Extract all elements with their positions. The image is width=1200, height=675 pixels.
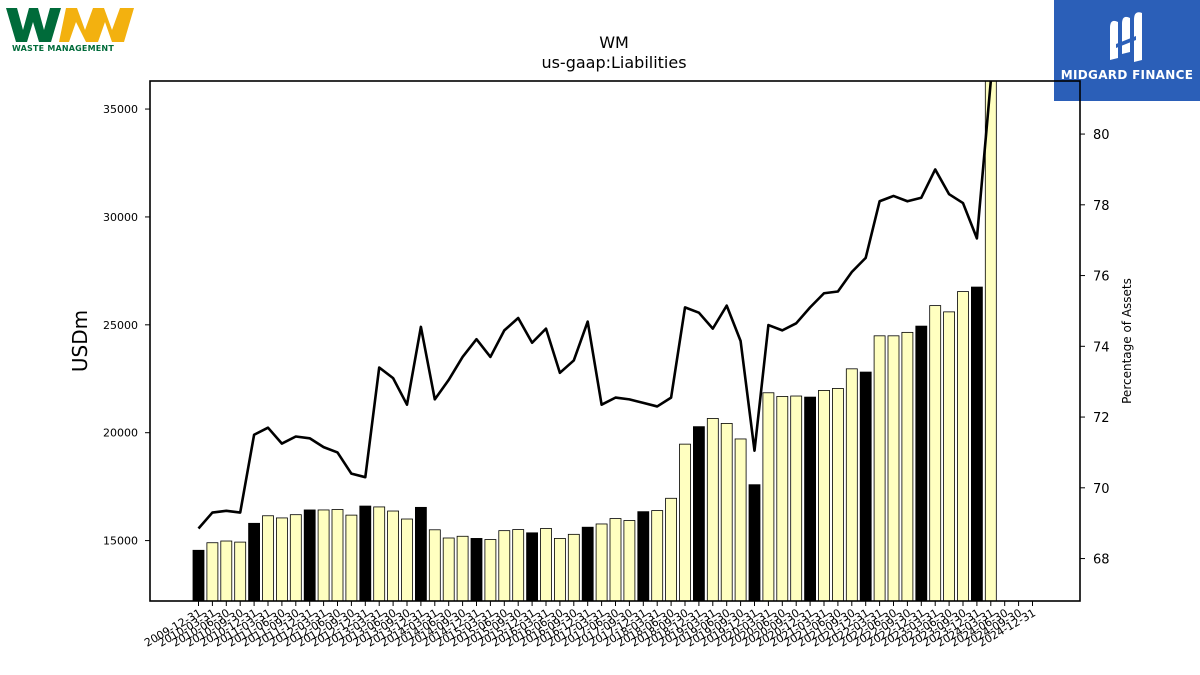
bar-2014-06-30	[442, 537, 455, 602]
y2-tick-label: 70	[1093, 482, 1110, 497]
bar-2010-12-31	[248, 522, 261, 602]
bar-2016-09-30	[567, 533, 580, 602]
wm-logo-mark	[6, 8, 134, 42]
bar-2020-12-31	[804, 396, 816, 602]
bar-2019-12-31	[748, 484, 761, 602]
bar-2016-03-31	[540, 528, 552, 602]
bar-2022-03-31	[873, 335, 886, 602]
bar-2009-12-31	[192, 549, 205, 602]
bar-2015-06-30	[498, 530, 511, 602]
bar-2019-06-30	[720, 423, 733, 602]
bar-2013-12-31	[414, 506, 427, 602]
y-tick-label: 20000	[103, 427, 138, 440]
bar-2023-12-31	[971, 286, 983, 602]
bar-2021-03-31	[818, 390, 830, 602]
bar-2023-03-31	[929, 305, 942, 602]
bar-2018-09-30	[679, 443, 691, 602]
bar-2013-06-30	[387, 510, 400, 602]
y-tick-label: 15000	[103, 535, 138, 548]
y-tick-label: 30000	[103, 211, 138, 224]
bar-2021-09-30	[845, 368, 858, 602]
bar-2015-03-31	[484, 539, 497, 602]
bar-2011-03-31	[262, 515, 274, 602]
bar-2014-03-31	[428, 529, 441, 602]
chart-title: WM	[599, 33, 629, 52]
y2-tick-label: 68	[1093, 553, 1110, 568]
bar-2023-06-30	[943, 311, 955, 602]
y2-tick-label: 72	[1093, 411, 1110, 426]
bar-2014-09-30	[456, 535, 469, 602]
bar-2013-03-31	[373, 506, 386, 602]
bar-2020-09-30	[790, 395, 803, 602]
bar-2012-09-30	[345, 514, 358, 602]
bar-2022-06-30	[887, 335, 900, 602]
bar-2010-06-30	[220, 540, 233, 602]
y2-axis-label: Percentage of Assets	[1120, 278, 1134, 404]
bar-2018-12-31	[693, 426, 705, 602]
midgard-finance-logo: MIDGARD FINANCE	[1054, 0, 1200, 101]
bar-2015-12-31	[526, 532, 538, 602]
bar-2023-09-30	[957, 291, 969, 602]
bar-2020-03-31	[762, 392, 775, 602]
wm-logo-text: WASTE MANAGEMENT	[12, 44, 114, 53]
bar-2016-06-30	[554, 538, 566, 602]
bar-2015-09-30	[512, 529, 525, 602]
y-tick-label: 25000	[103, 319, 138, 332]
waste-management-logo: WASTE MANAGEMENT	[4, 4, 138, 56]
y2-tick-label: 80	[1093, 128, 1110, 143]
y-tick-label: 35000	[103, 103, 138, 116]
bar-2020-06-30	[776, 396, 789, 602]
bar-2021-12-31	[859, 371, 872, 602]
bar-2011-09-30	[289, 514, 302, 602]
midgard-logo-text: MIDGARD FINANCE	[1060, 68, 1194, 82]
bar-2017-09-30	[623, 520, 636, 602]
bar-2010-09-30	[234, 541, 247, 602]
bar-2013-09-30	[401, 518, 413, 602]
bar-2021-06-30	[832, 388, 844, 602]
bar-2011-06-30	[275, 517, 288, 602]
y2-tick-label: 76	[1093, 270, 1110, 285]
bar-2017-03-31	[595, 523, 608, 602]
bar-2022-09-30	[901, 331, 914, 602]
bar-2011-12-31	[303, 509, 316, 602]
y-axis-label: USDm	[68, 310, 92, 372]
bar-2014-12-31	[470, 538, 483, 602]
bar-2017-06-30	[609, 518, 622, 602]
bar-2018-06-30	[665, 497, 677, 602]
bar-2010-03-31	[206, 542, 219, 602]
bar-2018-03-31	[651, 510, 664, 602]
y2-tick-label: 74	[1093, 340, 1110, 355]
bar-2019-03-31	[706, 418, 719, 602]
chart-subtitle: us-gaap:Liabilities	[541, 53, 686, 72]
bar-2017-12-31	[637, 511, 650, 602]
bar-2019-09-30	[734, 438, 747, 602]
percentage-of-assets-line	[197, 80, 993, 530]
bar-2016-12-31	[581, 526, 594, 602]
y2-tick-label: 78	[1093, 199, 1110, 214]
bar-2012-03-31	[317, 509, 330, 602]
midgard-logo-mark	[1110, 12, 1142, 62]
bar-2022-12-31	[915, 325, 928, 602]
bar-2012-12-31	[359, 505, 372, 602]
plot-frame	[149, 80, 1081, 602]
bar-2024-03-31	[984, 80, 997, 602]
bar-2012-06-30	[331, 509, 344, 602]
